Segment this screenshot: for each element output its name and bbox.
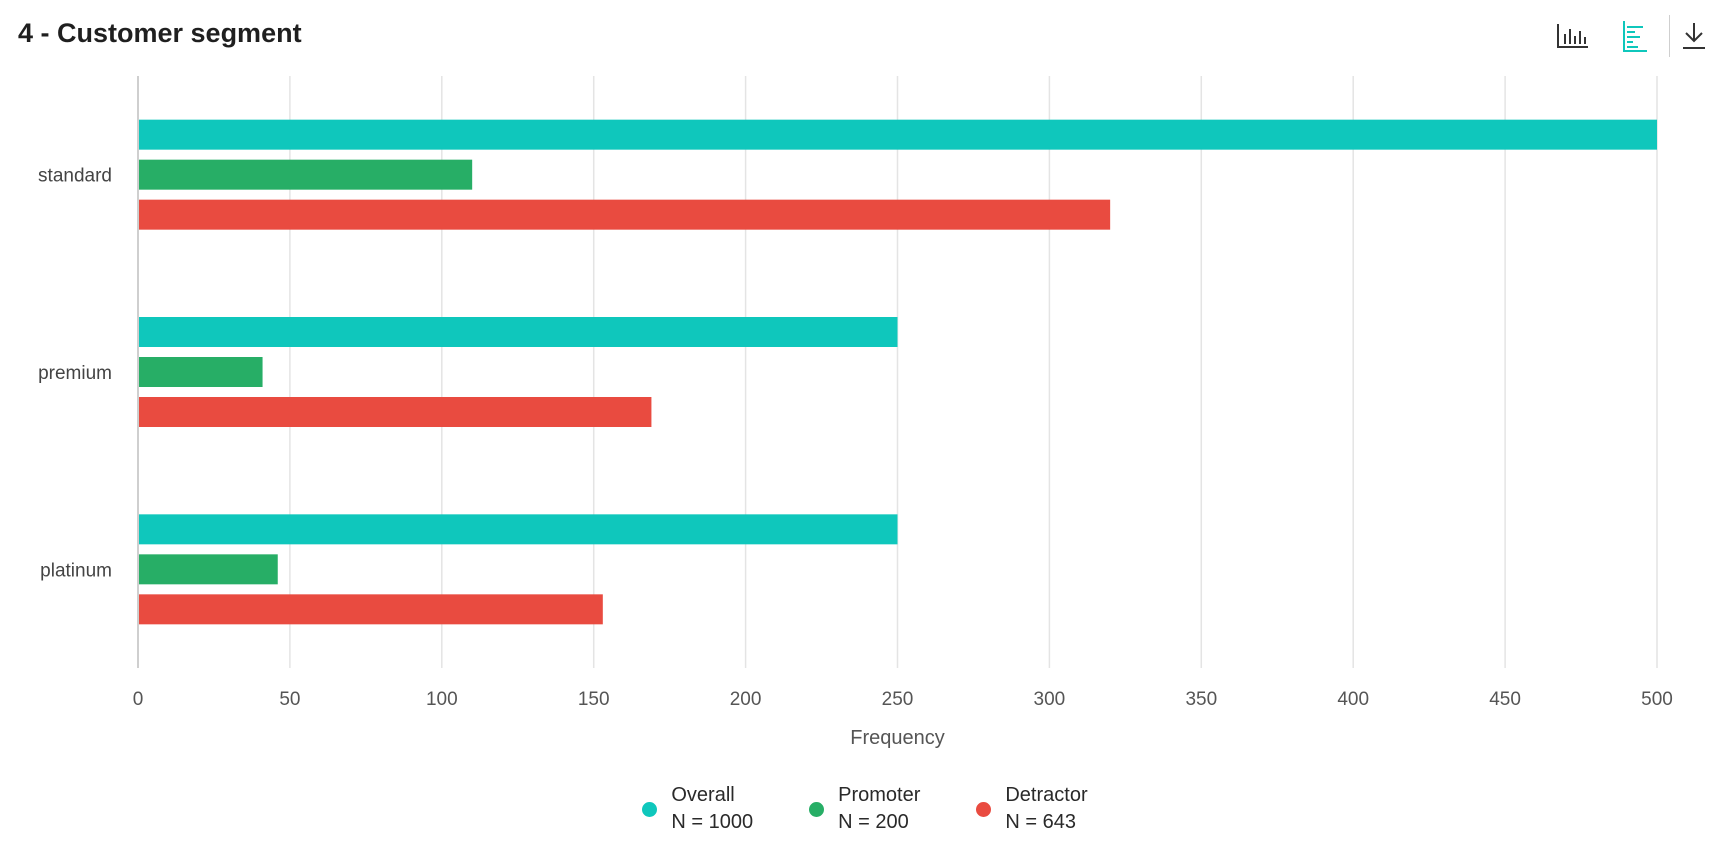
bar-detractor-premium xyxy=(139,397,652,427)
column-chart-icon xyxy=(1557,24,1588,48)
x-tick-label: 100 xyxy=(426,689,458,710)
x-tick-label: 350 xyxy=(1185,689,1217,710)
toolbar-divider xyxy=(1669,15,1670,57)
category-label: platinum xyxy=(40,560,112,581)
x-tick-label: 500 xyxy=(1641,689,1673,710)
legend-item-overall[interactable]: Overall N = 1000 xyxy=(642,782,753,836)
legend-dot-overall xyxy=(642,801,658,817)
category-label: standard xyxy=(38,166,112,187)
x-tick-label: 150 xyxy=(578,689,610,710)
legend-item-promoter[interactable]: Promoter N = 200 xyxy=(809,782,920,836)
x-tick-label: 300 xyxy=(1034,689,1066,710)
chart-legend: Overall N = 1000 Promoter N = 200 Detrac… xyxy=(0,782,1730,836)
x-tick-label: 250 xyxy=(882,689,914,710)
bar-detractor-platinum xyxy=(139,594,603,625)
bar-overall-standard xyxy=(139,119,1657,150)
bar-overall-premium xyxy=(139,317,898,347)
legend-dot-detractor xyxy=(976,801,992,817)
bar-overall-platinum xyxy=(139,514,898,545)
x-tick-label: 50 xyxy=(279,689,300,710)
chart-toolbar xyxy=(1533,14,1716,58)
legend-label: Detractor xyxy=(1005,784,1088,806)
legend-item-detractor[interactable]: Detractor N = 643 xyxy=(976,782,1088,836)
bar-promoter-platinum xyxy=(139,554,278,585)
bar-promoter-standard xyxy=(139,159,473,190)
legend-count: N = 200 xyxy=(838,811,909,833)
x-axis-title: Frequency xyxy=(850,727,945,749)
bar-promoter-premium xyxy=(139,357,263,387)
legend-count: N = 1000 xyxy=(671,811,754,833)
bar-chart-button[interactable] xyxy=(1613,14,1657,58)
x-tick-label: 200 xyxy=(730,689,762,710)
legend-dot-promoter xyxy=(809,801,825,817)
x-tick-label: 450 xyxy=(1489,689,1521,710)
legend-label: Overall xyxy=(671,784,735,806)
category-label: premium xyxy=(38,363,112,384)
bar-chart: 0 50 100 150 200 250 300 350 400 450 500 Frequency s… xyxy=(38,76,1673,749)
bar-detractor-standard xyxy=(139,199,1111,230)
x-tick-label: 0 xyxy=(133,689,144,710)
x-tick-label: 400 xyxy=(1337,689,1369,710)
bar-chart-icon xyxy=(1623,21,1647,52)
legend-label: Promoter xyxy=(838,784,921,806)
download-button[interactable] xyxy=(1672,14,1716,58)
column-chart-button[interactable] xyxy=(1551,14,1595,58)
chart-title: 4 - Customer segment xyxy=(18,18,302,48)
legend-count: N = 643 xyxy=(1005,811,1076,833)
download-icon xyxy=(1683,23,1705,49)
